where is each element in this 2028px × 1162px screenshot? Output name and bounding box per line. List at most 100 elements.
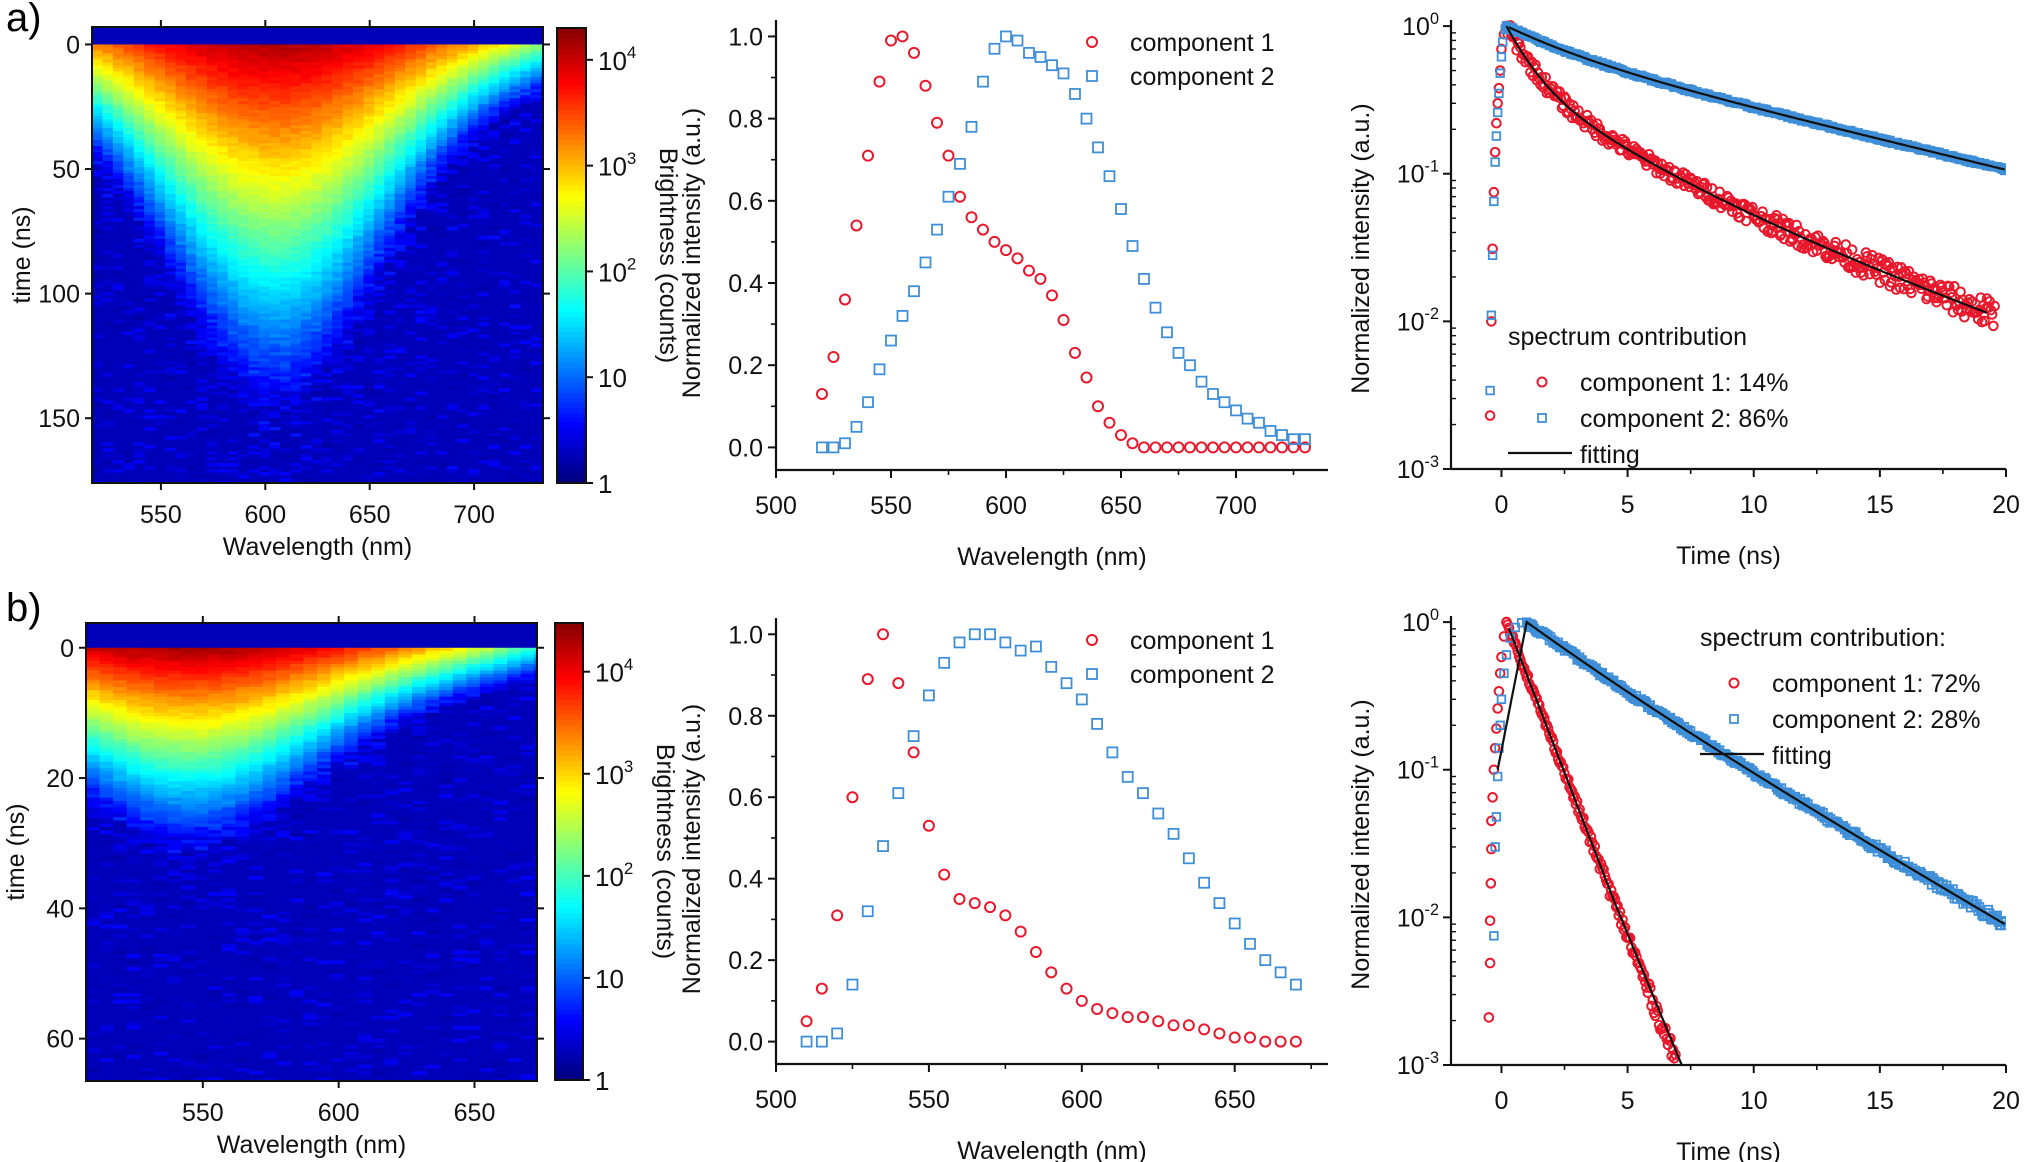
heatmap-cell [196,304,208,309]
heatmap-cell [227,472,239,476]
heatmap-cell [300,316,312,321]
heatmap-cell [144,187,156,192]
heatmap-cell [238,274,250,279]
heatmap-cell [144,232,156,237]
heatmap-cell [363,292,375,297]
heatmap-cell [342,128,354,132]
heatmap-cell [92,50,104,55]
heatmap-cell [112,184,124,189]
heatmap-cell [415,253,427,258]
heatmap-cell [405,289,417,294]
heatmap-cell [259,164,271,168]
heatmap-cell [227,104,239,108]
heatmap-cell [530,343,542,348]
heatmap-cell [520,44,532,49]
heatmap-cell [259,379,271,383]
1-points [816,30,1311,454]
heatmap-cell [102,68,114,72]
heatmap-cell [499,271,511,276]
heatmap-cell [405,161,417,165]
heatmap-cell [311,238,323,243]
heatmap-cell [206,68,218,72]
heatmap-cell [290,146,302,150]
heatmap-cell [457,47,469,52]
heatmap-cell [217,161,229,165]
heatmap-cell [92,283,104,288]
heatmap-cell [311,83,323,87]
heatmap-cell [144,134,156,138]
heatmap-cell [352,173,365,177]
heatmap-cell [520,92,532,96]
heatmap-cell [248,211,260,216]
heatmap-cell [165,202,177,207]
heatmap-cell [206,388,218,392]
heatmap-cell [185,122,197,126]
heatmap-cell [259,406,271,410]
heatmap-cell [259,143,271,147]
heatmap-cell [259,292,271,297]
heatmap-cell [426,56,438,60]
series-2 [816,30,1311,454]
heatmap-cell [394,143,406,147]
heatmap-cell [321,170,333,174]
heatmap-cell [488,47,500,52]
heatmap-cell [112,86,124,90]
heatmap-cell [238,217,250,222]
heatmap-cell [133,110,145,114]
heatmap-cell [478,44,490,49]
heatmap-cell [342,56,354,60]
heatmap-cell [520,101,532,105]
heatmap-cell [112,193,124,198]
heatmap-cell [311,92,323,96]
heatmap-cell [394,164,406,168]
heatmap-cell [321,167,333,171]
heatmap-cell [259,235,271,240]
data-point [1487,243,1498,255]
heatmap-cell [290,265,302,270]
heatmap-cell [426,466,438,470]
heatmap-cell [206,346,218,351]
heatmap-cell [530,92,542,96]
heatmap-cell [520,56,532,60]
heatmap-cell [384,214,396,219]
heatmap-cell [457,137,469,141]
heatmap-cell [405,62,417,66]
heatmap-cell [133,65,145,69]
heatmap-cell [332,71,344,75]
heatmap-cell [206,235,218,240]
heatmap-cell [92,367,104,371]
heatmap-cell [154,143,166,147]
heatmap-cell [436,116,448,120]
heatmap-cell [238,475,250,479]
heatmap-cell [175,247,187,252]
heatmap-cell [321,403,333,407]
heatmap-cell [373,161,385,165]
heatmap-cell [196,122,208,126]
heatmap-cell [112,83,124,87]
heatmap-cell [384,409,396,413]
heatmap-cell [373,184,385,189]
heatmap-cell [279,463,291,467]
heatmap-cell [436,259,448,264]
heatmap-cell [217,232,229,237]
heatmap-cell [467,304,479,309]
heatmap-cell [394,128,406,132]
heatmap-cell [227,134,239,138]
heatmap-cell [269,427,281,431]
heatmap-cell [446,86,458,90]
heatmap-cell [133,47,145,52]
heatmap-cell [196,128,208,132]
heatmap-cell [394,304,406,309]
heatmap-cell [238,161,250,165]
heatmap-cell [248,373,260,377]
heatmap-cell [426,92,438,96]
heatmap-cell [446,155,458,159]
heatmap-cell [217,370,229,374]
heatmap-cell [217,184,229,189]
heatmap-cell [415,104,427,108]
heatmap-cell [363,170,375,174]
heatmap-cell [300,265,312,270]
data-point [827,350,840,363]
heatmap-cell [332,193,344,198]
heatmap-cell [332,463,344,467]
